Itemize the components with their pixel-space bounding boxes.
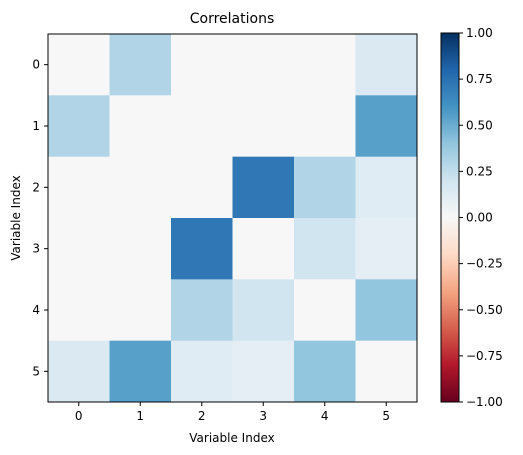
heatmap-cell <box>109 95 172 158</box>
heatmap-cell <box>48 218 110 280</box>
colorbar: 1.00 0.75 0.50 0.25 0.00 −0.25 −0.50 −0.75 −1.00 <box>440 26 503 409</box>
heatmap-cell <box>48 95 110 158</box>
colorbar-tick-label: 0.50 <box>466 118 493 132</box>
heatmap-cell <box>232 218 295 280</box>
heatmap-cell <box>355 279 418 342</box>
heatmap-cell <box>355 340 418 403</box>
y-tick-label: 1 <box>32 119 40 133</box>
heatmap-cell <box>294 156 356 219</box>
heatmap-cell <box>355 156 418 219</box>
heatmap-cell <box>294 95 356 158</box>
heatmap-cell <box>355 218 418 280</box>
y-tick-label: 0 <box>32 58 40 72</box>
heatmap-cell <box>48 279 110 342</box>
heatmap-cell <box>171 95 233 158</box>
colorbar-tick-label: −0.50 <box>466 303 503 317</box>
colorbar-tick-label: 1.00 <box>466 26 493 40</box>
heatmap-cell <box>171 34 233 96</box>
heatmap-cell <box>232 34 295 96</box>
heatmap-cell <box>232 279 295 342</box>
chart-title: Correlations <box>190 11 275 27</box>
colorbar-tick-label: 0.00 <box>466 211 493 225</box>
colorbar-gradient <box>440 32 460 403</box>
heatmap-cell <box>171 340 233 403</box>
colorbar-tick-label: 0.25 <box>466 164 493 178</box>
heatmap-cell <box>109 340 172 403</box>
heatmap-cell <box>48 34 110 96</box>
y-axis-ticks: 0 1 2 3 4 5 <box>32 58 48 378</box>
heatmap-cell <box>48 156 110 219</box>
heatmap-cell <box>294 279 356 342</box>
colorbar-ticks: 1.00 0.75 0.50 0.25 0.00 −0.25 −0.50 −0.75 −1.00 <box>459 26 503 409</box>
x-axis-label: Variable Index <box>189 431 274 445</box>
y-tick-label: 5 <box>32 364 40 378</box>
heatmap-cell <box>294 34 356 96</box>
x-axis-ticks: 0 1 2 3 4 5 <box>75 402 390 423</box>
plot-frame <box>47 33 418 403</box>
heatmap-cell <box>171 279 233 342</box>
heatmap-cell <box>355 34 418 96</box>
heatmap-cell <box>171 156 233 219</box>
heatmap-cell <box>232 95 295 158</box>
heatmap-cell <box>109 34 172 96</box>
heatmap-cell <box>48 340 110 403</box>
y-tick-label: 3 <box>32 242 40 256</box>
heatmap-cell <box>109 279 172 342</box>
heatmap-cell <box>109 156 172 219</box>
heatmap-cells <box>48 34 418 403</box>
colorbar-tick-label: −0.25 <box>466 257 503 271</box>
x-tick-label: 2 <box>198 409 206 423</box>
y-tick-label: 2 <box>32 180 40 194</box>
x-tick-label: 0 <box>75 409 83 423</box>
heatmap-cell <box>171 218 233 280</box>
colorbar-tick-label: −1.00 <box>466 395 503 409</box>
colorbar-tick-label: 0.75 <box>466 72 493 86</box>
heatmap-cell <box>232 340 295 403</box>
y-axis-label: Variable Index <box>9 175 23 260</box>
x-tick-label: 4 <box>321 409 329 423</box>
heatmap-cell <box>294 218 356 280</box>
heatmap-cell <box>109 218 172 280</box>
heatmap-cell <box>355 95 418 158</box>
heatmap-cell <box>232 156 295 219</box>
colorbar-tick-label: −0.75 <box>466 349 503 363</box>
heatmap-cell <box>294 340 356 403</box>
x-tick-label: 5 <box>382 409 390 423</box>
y-tick-label: 4 <box>32 303 40 317</box>
x-tick-label: 3 <box>259 409 267 423</box>
x-tick-label: 1 <box>136 409 144 423</box>
